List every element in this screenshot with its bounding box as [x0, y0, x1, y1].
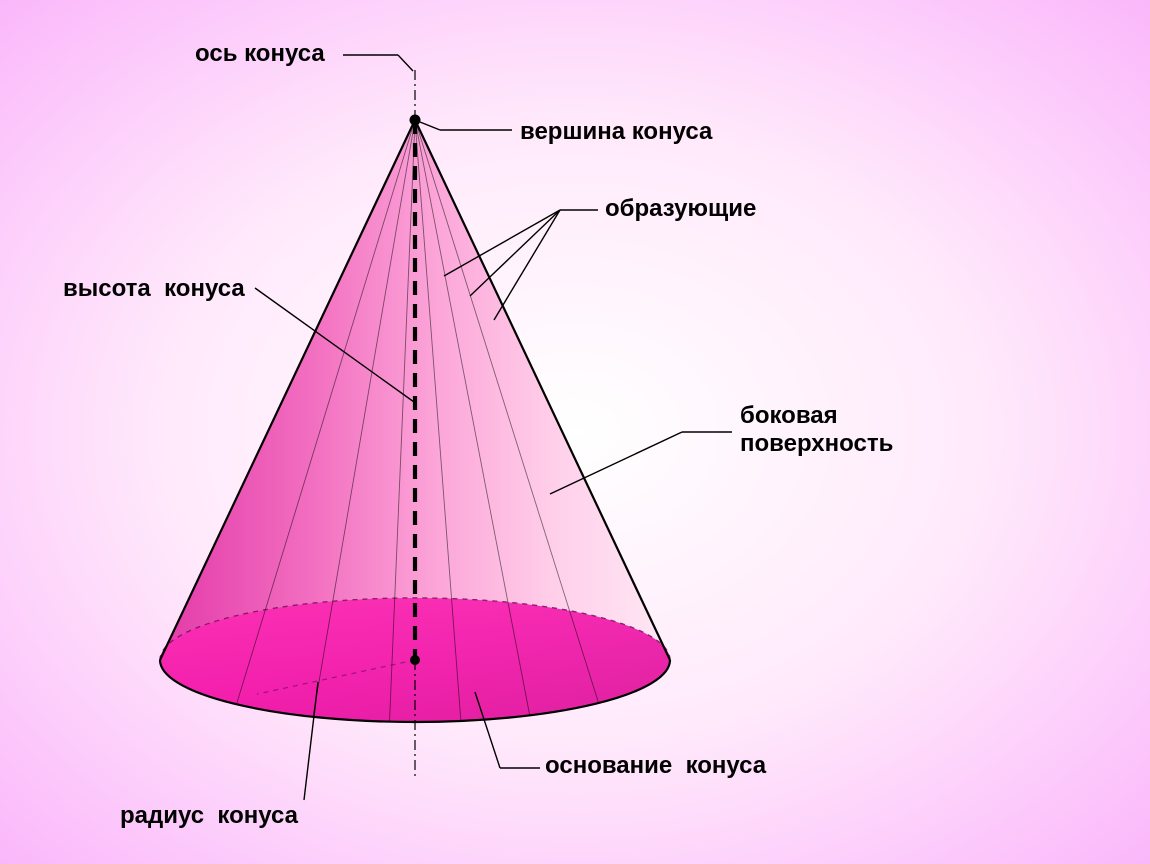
callout-line-axis — [398, 55, 413, 71]
diagram-stage: ось конуса вершина конуса образующие высота… — [0, 0, 1150, 864]
label-base: основание конуса — [545, 752, 766, 780]
label-lateral: боковая поверхность — [740, 402, 893, 457]
label-generatrix: образующие — [605, 195, 756, 223]
label-radius: радиус конуса — [120, 802, 298, 830]
label-height: высота конуса — [63, 275, 245, 303]
apex-point — [410, 115, 421, 126]
callout-line-generatrix — [494, 210, 560, 320]
label-axis: ось конуса — [195, 40, 325, 68]
callout-line-apex — [420, 122, 440, 130]
base-center-point — [410, 655, 420, 665]
label-apex: вершина конуса — [520, 118, 712, 146]
